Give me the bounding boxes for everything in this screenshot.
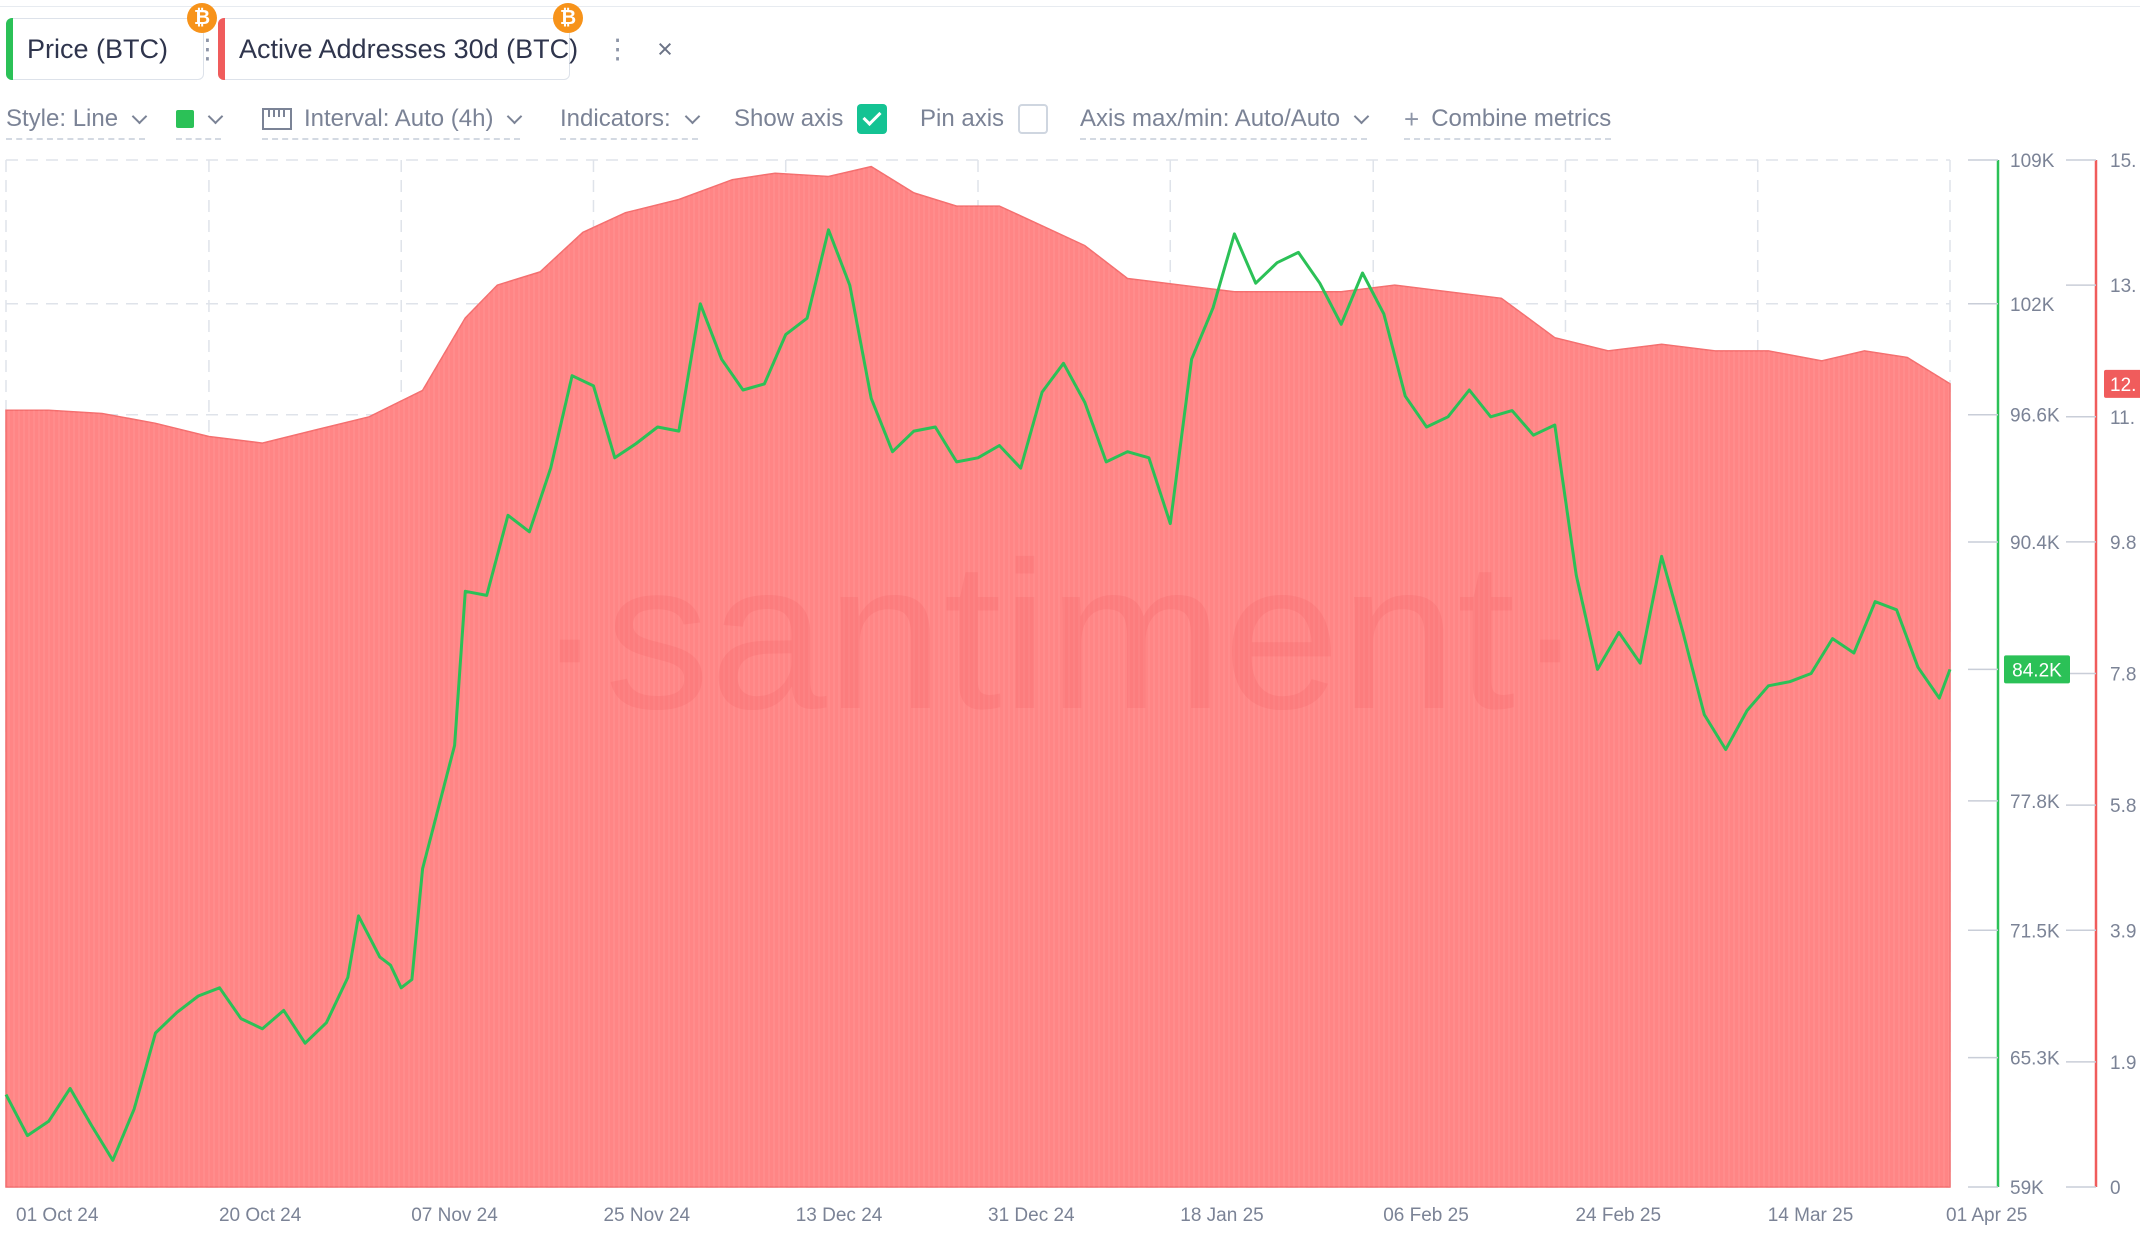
bitcoin-icon: ₿: [187, 3, 217, 33]
axis-maxmin-dropdown[interactable]: Axis max/min: Auto/Auto: [1080, 100, 1370, 140]
x-axis-tick-label: 07 Nov 24: [411, 1205, 498, 1226]
style-dropdown[interactable]: Style: Line: [6, 100, 148, 140]
ruler-icon: [262, 108, 292, 130]
price-series: [4, 228, 1952, 1162]
active-addresses-axis-tick-label: 3.9: [2110, 921, 2136, 942]
combine-metrics-button[interactable]: + Combine metrics: [1404, 100, 1612, 140]
plus-icon: +: [1404, 103, 1420, 134]
indicators-label: Indicators:: [560, 105, 671, 132]
active-addresses-current-value: 12.: [2110, 375, 2136, 396]
x-axis-tick-label: 20 Oct 24: [219, 1205, 302, 1226]
price-line: [4, 228, 1952, 1162]
active-addresses-axis-tick-label: 9.8: [2110, 533, 2136, 554]
chevron-down-icon: [131, 108, 148, 124]
interval-label: Interval: Auto (4h): [304, 105, 494, 132]
price-axis-tick-label: 77.8K: [2010, 792, 2060, 813]
price-current-badge: [2004, 655, 2070, 684]
x-axis-tick-label: 13 Dec 24: [796, 1205, 883, 1226]
interval-dropdown[interactable]: Interval: Auto (4h): [262, 100, 523, 140]
metric-tab-active-addresses[interactable]: Active Addresses 30d (BTC) ⋮ × ₿: [218, 3, 673, 80]
price-axis-tick-label: 59K: [2010, 1178, 2044, 1199]
style-label: Style: Line: [6, 105, 119, 132]
price-current-value: 84.2K: [2012, 660, 2062, 681]
tab-accent: [6, 18, 13, 80]
tab-label: Price (BTC): [27, 33, 168, 64]
chevron-down-icon: [207, 108, 224, 124]
pin-axis-checkbox[interactable]: [1018, 104, 1049, 134]
show-axis-label: Show axis: [734, 105, 844, 132]
tab-label: Active Addresses 30d (BTC): [239, 33, 579, 64]
active-addresses-axis-tick-label: 13.: [2110, 276, 2136, 297]
bitcoin-icon: ₿: [553, 3, 583, 33]
show-axis-checkbox[interactable]: [857, 104, 888, 134]
price-axis-tick-label: 96.6K: [2010, 406, 2060, 427]
color-dropdown[interactable]: [176, 100, 224, 140]
indicators-dropdown[interactable]: Indicators:: [560, 100, 700, 140]
tab-accent: [218, 18, 225, 80]
active-addresses-axis-tick-label: 7.8: [2110, 665, 2136, 686]
active-addresses-axis-tick-label: 0: [2110, 1178, 2121, 1199]
active-addresses-axis-tick-label: 5.8: [2110, 796, 2136, 817]
price-axis-tick-label: 109K: [2010, 151, 2055, 172]
top-divider: [0, 6, 2140, 7]
x-axis-tick-label: 31 Dec 24: [988, 1205, 1075, 1226]
pin-axis-toggle[interactable]: Pin axis: [920, 100, 1049, 140]
active-addresses-axis-tick-label: 15.: [2110, 151, 2136, 172]
chevron-down-icon: [684, 108, 700, 124]
close-icon[interactable]: ×: [657, 33, 673, 64]
more-vertical-icon[interactable]: ⋮: [194, 33, 221, 64]
santiment-watermark: ·santiment·: [535, 518, 1585, 753]
axes: 59K 65.3K 71.5K 77.8K 84.2K 90.4K 96.6K 102K 109…: [16, 151, 2140, 1226]
price-axis-tick-label: 65.3K: [2010, 1049, 2060, 1070]
chart-toolbar: Style: Line Interval: Auto (4h) Indicato…: [0, 100, 2140, 144]
chevron-down-icon: [1353, 108, 1370, 124]
price-axis-tick-label: 90.4K: [2010, 533, 2060, 554]
x-axis-tick-label: 24 Feb 25: [1575, 1205, 1661, 1226]
show-axis-toggle[interactable]: Show axis: [734, 100, 888, 140]
active-addresses-axis-tick-label: 11.: [2110, 408, 2135, 429]
x-axis-tick-label: 25 Nov 24: [603, 1205, 690, 1226]
active-addresses-series: [5, 165, 1951, 1188]
active-addresses-area: [5, 165, 1951, 1188]
price-active-addresses-chart[interactable]: ·santiment· 59K 65.3K 71.5K 77.8K 84.2K 90.4K…: [0, 148, 2140, 1240]
more-vertical-icon[interactable]: ⋮: [604, 33, 632, 64]
x-axis-tick-label: 06 Feb 25: [1383, 1205, 1469, 1226]
combine-metrics-label: Combine metrics: [1431, 105, 1612, 132]
x-axis-tick-label: 18 Jan 25: [1180, 1205, 1263, 1226]
x-axis-tick-label: 01 Oct 24: [16, 1205, 99, 1226]
x-axis-tick-label: 14 Mar 25: [1768, 1205, 1854, 1226]
metric-tab-price[interactable]: Price (BTC) ⋮ × ₿: [6, 3, 263, 80]
pin-axis-label: Pin axis: [920, 105, 1005, 132]
active-addresses-current-badge: [2104, 369, 2140, 398]
chevron-down-icon: [507, 108, 523, 124]
axis-maxmin-label: Axis max/min: Auto/Auto: [1080, 105, 1341, 132]
active-addresses-axis-tick-label: 1.9: [2110, 1053, 2136, 1074]
x-axis-tick-label: 01 Apr 25: [1946, 1205, 2027, 1226]
price-axis-tick-label: 71.5K: [2010, 921, 2060, 942]
color-swatch-icon: [176, 110, 194, 128]
price-axis-tick-label: 102K: [2010, 295, 2055, 316]
